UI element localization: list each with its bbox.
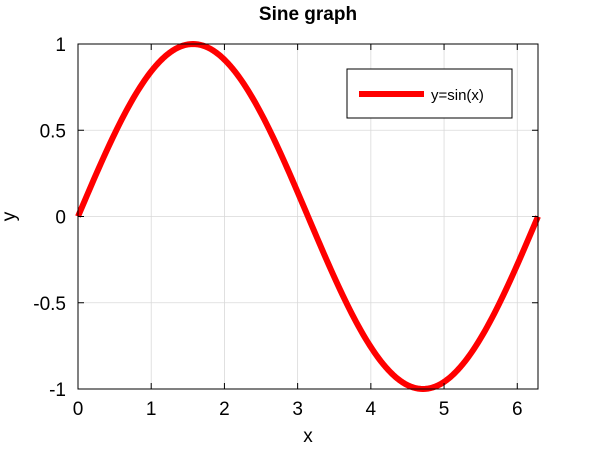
chart-title: Sine graph [259,4,357,25]
legend: y=sin(x) [346,68,513,119]
y-axis-label: y [0,211,20,221]
labels: Sine graph x y [0,4,357,447]
y-tick-label: 0.5 [40,121,66,142]
ticks: 0 1 2 3 4 5 6 -1 -0.5 0 0.5 1 [33,35,538,420]
y-tick-label: -0.5 [33,294,66,315]
x-tick-label: 5 [439,399,450,420]
y-tick-label: -1 [49,380,66,401]
x-tick-label: 4 [366,399,377,420]
x-tick-label: 1 [146,399,157,420]
series-layer [75,41,541,392]
y-tick-label: 0 [55,208,66,229]
series-line-sin [75,41,541,392]
x-axis-label: x [303,426,313,444]
legend-label: y=sin(x) [431,87,484,104]
x-tick-label: 6 [512,399,523,420]
x-tick-label: 0 [73,399,84,420]
x-tick-label: 3 [292,399,303,420]
x-tick-label: 2 [219,399,230,420]
y-tick-label: 1 [55,35,66,56]
